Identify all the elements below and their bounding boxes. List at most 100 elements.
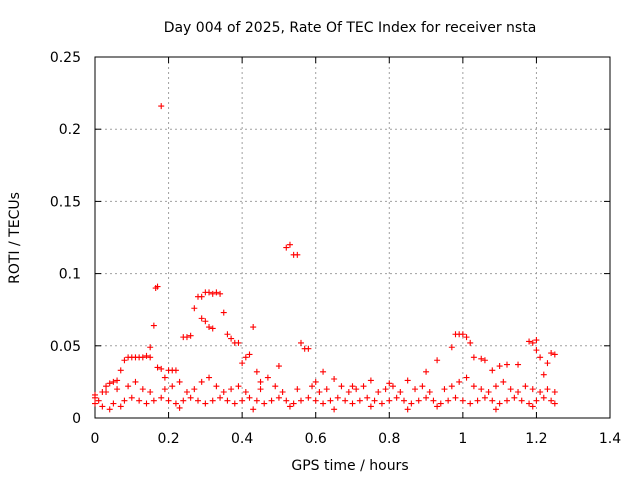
data-point <box>423 368 430 375</box>
data-point <box>529 339 536 346</box>
y-axis: 0 0.05 0.1 0.15 0.2 0.25 <box>50 50 610 427</box>
data-point <box>217 290 224 297</box>
data-point <box>191 386 198 393</box>
data-point <box>165 397 172 404</box>
data-point <box>426 389 433 396</box>
data-point <box>412 386 419 393</box>
data-point <box>195 397 201 404</box>
data-point <box>298 339 304 346</box>
data-point <box>316 389 323 396</box>
x-tick-label: 1.2 <box>525 431 547 447</box>
data-point <box>338 383 345 390</box>
data-point <box>320 400 327 407</box>
data-point <box>95 397 102 404</box>
data-point <box>404 406 411 413</box>
data-point <box>533 347 540 354</box>
data-point <box>224 397 231 404</box>
data-point <box>235 383 242 390</box>
data-point <box>110 400 117 407</box>
data-point <box>305 394 312 401</box>
data-point <box>261 400 268 407</box>
data-point <box>198 378 205 385</box>
data-point <box>275 394 282 401</box>
data-point <box>209 290 216 297</box>
data-point <box>507 386 514 393</box>
data-point <box>253 368 260 375</box>
x-tick-label: 0.4 <box>231 431 253 447</box>
data-point <box>283 244 290 251</box>
data-point <box>202 318 209 325</box>
x-tick-label: 1.4 <box>599 431 621 447</box>
data-point <box>386 380 393 387</box>
data-point <box>154 283 161 290</box>
plot-frame <box>94 56 611 419</box>
data-point <box>544 360 551 367</box>
data-point <box>198 315 205 322</box>
data-point <box>367 377 374 384</box>
data-point <box>228 386 235 393</box>
data-point <box>404 377 411 384</box>
data-point <box>533 337 540 344</box>
data-point <box>154 364 161 371</box>
data-point <box>470 383 477 390</box>
data-point <box>132 378 139 385</box>
data-point <box>172 367 179 374</box>
data-point <box>467 339 474 346</box>
data-point <box>150 397 157 404</box>
data-point <box>367 403 374 410</box>
data-point <box>275 363 282 370</box>
data-point <box>242 354 249 361</box>
data-point <box>375 389 382 396</box>
data-point <box>103 383 110 390</box>
data-point <box>537 389 544 396</box>
data-point <box>312 378 319 385</box>
data-point <box>515 389 522 396</box>
data-point <box>353 386 360 393</box>
y-tick-label: 0.25 <box>50 50 81 66</box>
data-point <box>213 289 220 296</box>
data-point <box>106 380 113 387</box>
data-point <box>92 391 98 398</box>
data-point <box>500 378 507 385</box>
data-point <box>533 397 540 404</box>
data-point <box>463 374 470 381</box>
data-point <box>128 394 135 401</box>
data-point <box>294 251 301 258</box>
x-tick-label: 1 <box>458 431 467 447</box>
data-point <box>161 374 168 381</box>
data-point <box>529 386 536 393</box>
x-tick-label: 0 <box>91 431 100 447</box>
data-point <box>158 394 165 401</box>
data-point <box>257 386 264 393</box>
data-point <box>161 386 168 393</box>
data-point <box>176 404 183 411</box>
data-point <box>312 397 319 404</box>
chart-title: Day 004 of 2025, Rate Of TEC Index for r… <box>164 20 537 36</box>
data-point <box>423 394 430 401</box>
data-point <box>496 400 503 407</box>
data-point <box>176 378 183 385</box>
data-point <box>481 394 488 401</box>
data-point <box>430 397 437 404</box>
data-point <box>305 345 312 352</box>
data-point <box>103 389 110 396</box>
data-point <box>331 376 338 383</box>
data-point <box>459 397 466 404</box>
data-point <box>334 394 341 401</box>
data-point <box>187 332 194 339</box>
y-axis-label: ROTI / TECUs <box>7 192 23 284</box>
data-point <box>478 386 485 393</box>
data-point <box>279 389 286 396</box>
data-point <box>158 365 165 372</box>
data-point <box>360 383 367 390</box>
data-point <box>147 354 154 361</box>
data-point <box>187 394 194 401</box>
data-point <box>213 383 220 390</box>
data-point <box>239 397 246 404</box>
data-point <box>382 386 389 393</box>
data-point <box>283 397 290 404</box>
y-tick-label: 0.15 <box>50 194 81 210</box>
data-point <box>217 394 224 401</box>
data-point <box>327 397 334 404</box>
